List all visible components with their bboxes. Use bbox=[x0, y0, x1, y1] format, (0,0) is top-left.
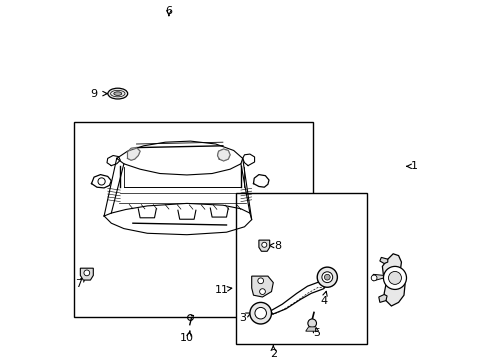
Polygon shape bbox=[217, 149, 230, 161]
Text: 8: 8 bbox=[273, 240, 281, 251]
Text: 7: 7 bbox=[75, 279, 82, 289]
Polygon shape bbox=[379, 257, 387, 264]
Circle shape bbox=[257, 278, 263, 284]
Text: 11: 11 bbox=[214, 285, 228, 295]
Polygon shape bbox=[258, 240, 269, 251]
Circle shape bbox=[317, 267, 337, 287]
Polygon shape bbox=[251, 276, 273, 297]
Text: 9: 9 bbox=[90, 89, 98, 99]
Circle shape bbox=[321, 272, 332, 283]
Bar bbox=[235, 193, 366, 344]
Circle shape bbox=[254, 307, 266, 319]
Circle shape bbox=[259, 289, 265, 294]
Ellipse shape bbox=[114, 92, 122, 95]
Circle shape bbox=[387, 271, 401, 284]
Text: 4: 4 bbox=[320, 296, 326, 306]
Polygon shape bbox=[378, 294, 386, 302]
Text: 6: 6 bbox=[165, 6, 172, 16]
Circle shape bbox=[307, 319, 316, 328]
Text: 10: 10 bbox=[180, 333, 194, 343]
Polygon shape bbox=[80, 268, 93, 280]
Polygon shape bbox=[127, 148, 140, 160]
Polygon shape bbox=[305, 327, 318, 331]
Circle shape bbox=[261, 242, 266, 247]
Bar bbox=[73, 122, 312, 317]
Text: 2: 2 bbox=[269, 348, 276, 359]
Text: 5: 5 bbox=[312, 328, 319, 338]
Polygon shape bbox=[371, 274, 384, 281]
Polygon shape bbox=[382, 254, 404, 306]
Circle shape bbox=[84, 270, 89, 276]
Ellipse shape bbox=[108, 88, 127, 99]
Circle shape bbox=[370, 275, 376, 281]
Text: 1: 1 bbox=[410, 161, 417, 171]
Circle shape bbox=[249, 302, 271, 324]
Circle shape bbox=[324, 274, 329, 280]
Circle shape bbox=[383, 266, 406, 289]
Text: 3: 3 bbox=[238, 312, 245, 323]
